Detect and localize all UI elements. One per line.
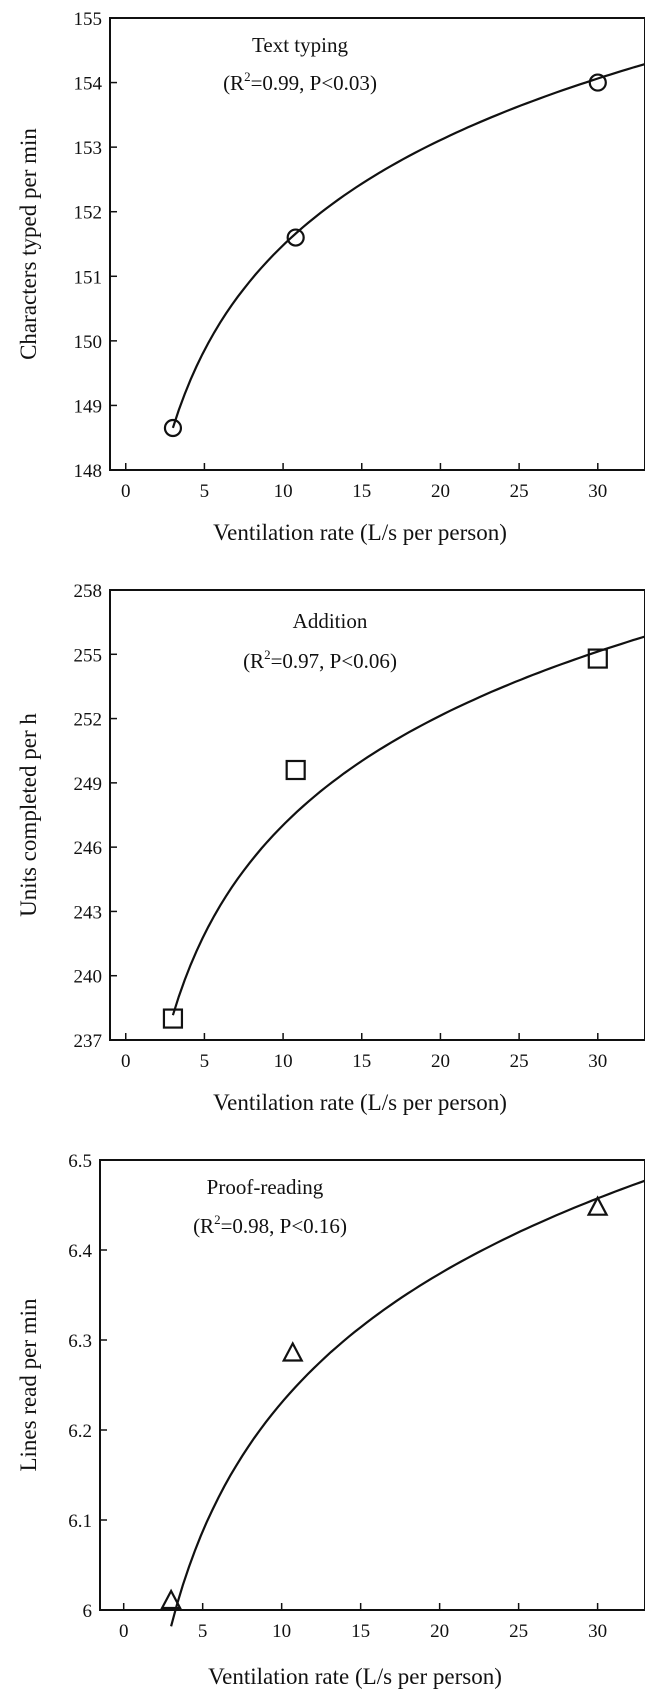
- y-tick-label: 154: [74, 74, 103, 95]
- x-tick-label: 15: [351, 1621, 370, 1642]
- x-tick-label: 25: [510, 481, 529, 502]
- x-tick-label: 5: [200, 481, 210, 502]
- data-markers: [162, 648, 608, 1029]
- x-tick-label: 20: [430, 1621, 449, 1642]
- annotation-p: P<0.16: [280, 1214, 340, 1238]
- y-tick-label: 6.5: [68, 1151, 92, 1172]
- data-point-triangle: [586, 1195, 609, 1216]
- x-axis-tick-labels: 0 5 10 15 20 25 30: [121, 1051, 607, 1072]
- x-axis-label: Ventilation rate (L/s per person): [213, 1090, 507, 1115]
- plot-frame: [109, 17, 645, 471]
- y-tick-label: 6.3: [68, 1331, 92, 1352]
- x-axis-tick-labels: 0 5 10 15 20 25 30: [121, 481, 607, 502]
- fit-curve: [171, 63, 645, 429]
- x-tick-label: 20: [431, 481, 450, 502]
- x-tick-label: 0: [121, 1051, 131, 1072]
- data-point-square: [162, 1008, 184, 1029]
- annotation-title: Proof-reading: [207, 1175, 324, 1199]
- x-axis-label: Ventilation rate (L/s per person): [213, 520, 507, 545]
- y-tick-label: 155: [74, 9, 103, 30]
- data-point-square: [285, 759, 306, 781]
- annotation-stats: (R2=0.97, P<0.06): [243, 647, 397, 673]
- annotation-p: P<0.03: [310, 71, 370, 95]
- x-tick-label: 15: [352, 481, 371, 502]
- data-point-circle: [286, 228, 305, 247]
- y-tick-label: 6.1: [68, 1511, 92, 1532]
- y-axis-label: Lines read per min: [16, 1298, 41, 1472]
- y-tick-label: 243: [74, 902, 103, 923]
- y-tick-label: 237: [74, 1031, 103, 1052]
- y-axis-ticks: [110, 589, 117, 1041]
- y-tick-label: 240: [74, 967, 103, 988]
- data-point-triangle: [281, 1341, 304, 1362]
- x-tick-label: 5: [198, 1621, 208, 1642]
- x-axis-label: Ventilation rate (L/s per person): [208, 1664, 502, 1689]
- data-point-triangle: [160, 1588, 182, 1610]
- y-axis-ticks: [110, 17, 117, 471]
- panel-addition: 237 240 243 246 249 252 255 258 0 5 10 15 20 25 30 Ad…: [16, 581, 645, 1115]
- fit-curve: [170, 1179, 645, 1627]
- y-tick-label: 151: [74, 267, 103, 288]
- annotation-r2: 0.98: [232, 1214, 269, 1238]
- x-tick-label: 30: [588, 1621, 607, 1642]
- fit-curve: [171, 635, 645, 1016]
- annotation-title: Addition: [293, 609, 368, 633]
- y-tick-label: 246: [74, 838, 103, 859]
- plot-frame: [99, 1159, 645, 1611]
- x-axis-ticks: [122, 1603, 599, 1610]
- x-tick-label: 5: [200, 1051, 210, 1072]
- y-axis-label: Characters typed per min: [16, 128, 41, 360]
- y-tick-label: 152: [74, 203, 103, 224]
- y-axis-label: Units completed per h: [16, 713, 41, 917]
- y-tick-label: 258: [74, 581, 103, 602]
- annotation-stats: (R2=0.98, P<0.16): [193, 1212, 347, 1238]
- data-point-circle: [588, 73, 607, 92]
- data-markers: [160, 1195, 609, 1610]
- x-tick-label: 15: [352, 1051, 371, 1072]
- x-axis-tick-labels: 0 5 10 15 20 25 30: [119, 1621, 607, 1642]
- y-axis-ticks: [100, 1159, 107, 1611]
- x-tick-label: 20: [431, 1051, 450, 1072]
- annotation-stats: (R2=0.99, P<0.03): [223, 69, 377, 95]
- x-tick-label: 10: [274, 1051, 293, 1072]
- y-tick-label: 149: [74, 396, 103, 417]
- annotation-title: Text typing: [252, 33, 348, 57]
- y-axis-tick-labels: 6 6.1 6.2 6.3 6.4 6.5: [68, 1151, 92, 1622]
- x-tick-label: 25: [510, 1051, 529, 1072]
- y-tick-label: 153: [74, 138, 103, 159]
- y-tick-label: 255: [74, 645, 103, 666]
- x-tick-label: 30: [588, 481, 607, 502]
- data-point-square: [587, 648, 608, 669]
- y-tick-label: 252: [74, 710, 103, 731]
- plot-frame: [109, 589, 645, 1041]
- x-tick-label: 0: [121, 481, 131, 502]
- x-tick-label: 30: [588, 1051, 607, 1072]
- data-point-circle: [163, 418, 183, 438]
- y-tick-label: 6.2: [68, 1421, 92, 1442]
- y-tick-label: 6: [83, 1601, 93, 1622]
- x-tick-label: 10: [272, 1621, 291, 1642]
- x-axis-ticks: [124, 463, 599, 470]
- y-tick-label: 249: [74, 774, 103, 795]
- panel-text-typing: 148 149 150 151 152 153 154 155 0 5 10 15 20 25 30 Te…: [16, 9, 645, 545]
- x-tick-label: 25: [509, 1621, 528, 1642]
- y-tick-label: 148: [74, 461, 103, 482]
- x-tick-label: 10: [274, 481, 293, 502]
- annotation-r2: 0.99: [262, 71, 299, 95]
- annotation-p: P<0.06: [330, 649, 390, 673]
- y-axis-tick-labels: 148 149 150 151 152 153 154 155: [74, 9, 103, 482]
- annotation-r2: 0.97: [282, 649, 319, 673]
- y-axis-tick-labels: 237 240 243 246 249 252 255 258: [74, 581, 103, 1052]
- panel-proof-reading: 6 6.1 6.2 6.3 6.4 6.5 0 5 10 15 20 25 30 Proof-read…: [16, 1151, 645, 1689]
- y-tick-label: 6.4: [68, 1241, 92, 1262]
- x-axis-ticks: [124, 1033, 599, 1040]
- data-markers: [163, 73, 607, 438]
- y-tick-label: 150: [74, 332, 103, 353]
- x-tick-label: 0: [119, 1621, 129, 1642]
